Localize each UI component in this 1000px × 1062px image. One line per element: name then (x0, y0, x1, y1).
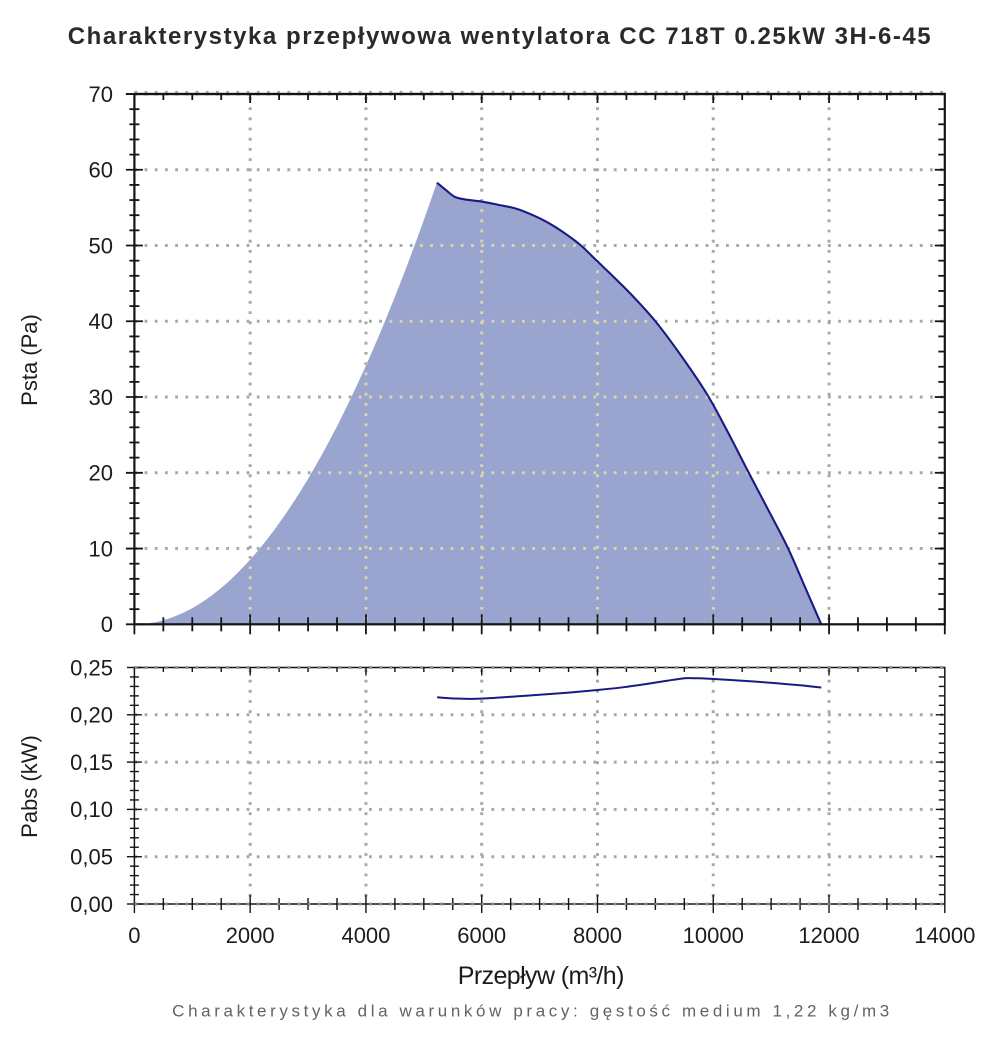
svg-text:10: 10 (89, 536, 113, 561)
svg-text:Psta (Pa): Psta (Pa) (17, 314, 42, 406)
svg-text:30: 30 (89, 385, 113, 410)
svg-text:0,10: 0,10 (70, 797, 113, 822)
svg-text:0,05: 0,05 (70, 845, 113, 870)
svg-text:0: 0 (101, 612, 113, 637)
svg-text:0,00: 0,00 (70, 892, 113, 917)
svg-text:6000: 6000 (457, 923, 506, 948)
svg-text:Pabs (kW): Pabs (kW) (17, 735, 42, 838)
svg-text:0,25: 0,25 (70, 655, 113, 680)
svg-text:8000: 8000 (573, 923, 622, 948)
svg-text:60: 60 (89, 158, 113, 183)
svg-text:20: 20 (89, 461, 113, 486)
svg-text:Charakterystyka przepływowa we: Charakterystyka przepływowa wentylatora … (68, 23, 932, 50)
svg-text:0,20: 0,20 (70, 703, 113, 728)
svg-text:10000: 10000 (683, 923, 744, 948)
svg-text:12000: 12000 (798, 923, 859, 948)
svg-text:50: 50 (89, 233, 113, 258)
svg-text:70: 70 (89, 82, 113, 107)
svg-text:2000: 2000 (226, 923, 275, 948)
svg-text:0,15: 0,15 (70, 750, 113, 775)
svg-text:4000: 4000 (341, 923, 390, 948)
svg-text:0: 0 (128, 923, 140, 948)
svg-text:Charakterystyka dla warunków p: Charakterystyka dla warunków pracy: gęst… (172, 1002, 893, 1021)
svg-text:14000: 14000 (914, 923, 975, 948)
svg-text:40: 40 (89, 309, 113, 334)
svg-text:Przepływ (m³/h): Przepływ (m³/h) (458, 962, 624, 990)
